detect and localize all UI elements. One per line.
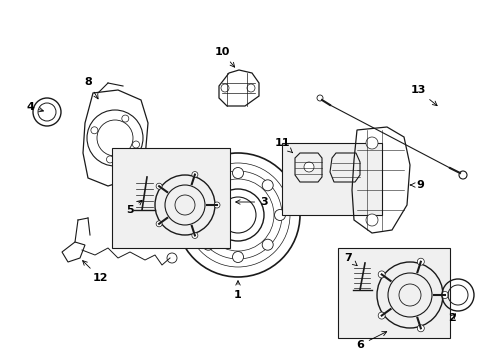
- Text: 3: 3: [235, 197, 267, 207]
- Text: 9: 9: [409, 180, 423, 190]
- Circle shape: [416, 258, 424, 265]
- Circle shape: [416, 325, 424, 332]
- Circle shape: [191, 233, 198, 238]
- Circle shape: [106, 156, 113, 163]
- Circle shape: [246, 84, 254, 92]
- Text: 4: 4: [26, 102, 43, 112]
- Circle shape: [232, 167, 243, 179]
- Circle shape: [365, 214, 377, 226]
- Circle shape: [274, 210, 285, 220]
- Circle shape: [262, 180, 273, 191]
- Circle shape: [91, 127, 98, 134]
- Text: 6: 6: [355, 332, 386, 350]
- Circle shape: [156, 183, 162, 189]
- Circle shape: [304, 162, 313, 172]
- Text: 5: 5: [126, 200, 142, 215]
- Text: 12: 12: [82, 261, 107, 283]
- Bar: [282, 143, 381, 215]
- Circle shape: [377, 312, 385, 319]
- Circle shape: [232, 252, 243, 262]
- Circle shape: [191, 172, 198, 177]
- Circle shape: [441, 292, 447, 298]
- Circle shape: [221, 84, 228, 92]
- Circle shape: [203, 239, 213, 250]
- Circle shape: [214, 202, 220, 208]
- Text: 2: 2: [447, 313, 455, 323]
- Bar: [337, 248, 449, 338]
- Circle shape: [316, 95, 323, 101]
- Text: 7: 7: [344, 253, 356, 266]
- Text: 10: 10: [214, 47, 234, 67]
- Text: 13: 13: [409, 85, 436, 105]
- Bar: [112, 148, 229, 248]
- Circle shape: [132, 141, 139, 148]
- Circle shape: [365, 137, 377, 149]
- Circle shape: [458, 171, 466, 179]
- Circle shape: [190, 210, 201, 220]
- Text: 11: 11: [274, 138, 292, 153]
- Circle shape: [377, 271, 385, 278]
- Circle shape: [167, 253, 177, 263]
- Circle shape: [262, 239, 273, 250]
- Circle shape: [203, 180, 213, 191]
- Circle shape: [122, 115, 128, 122]
- Text: 1: 1: [234, 281, 242, 300]
- Circle shape: [156, 221, 162, 227]
- Text: 8: 8: [84, 77, 98, 99]
